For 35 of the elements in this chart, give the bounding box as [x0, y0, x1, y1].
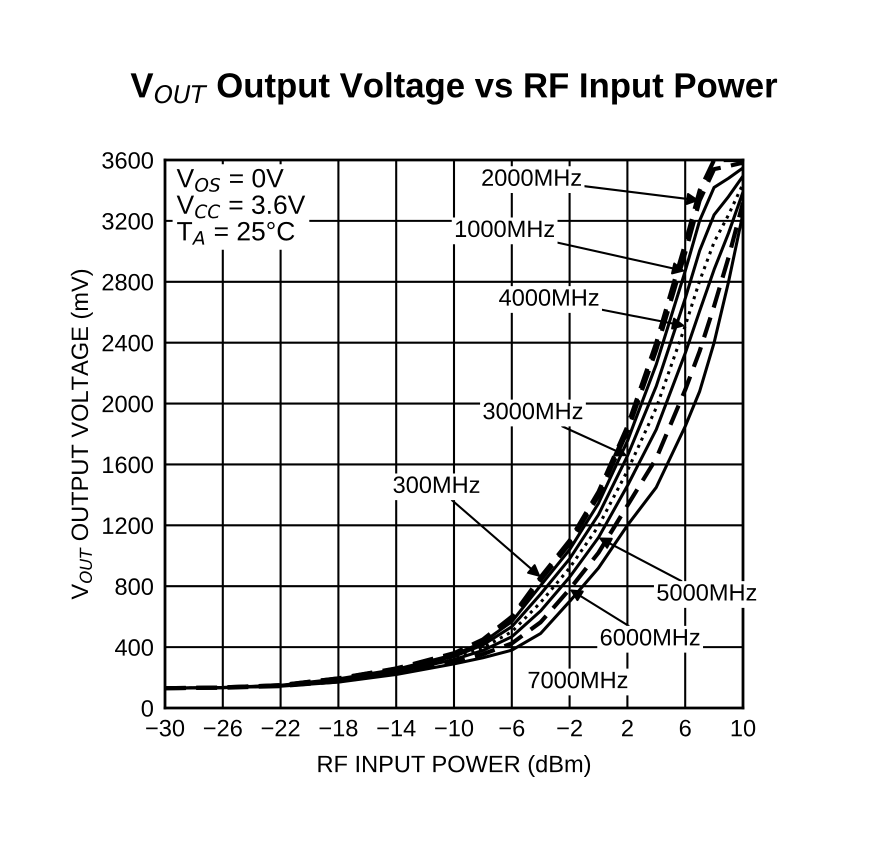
- y-tick-label: 3200: [102, 212, 153, 230]
- annotation: 7000MHz: [528, 672, 628, 688]
- annotation: 1000MHz: [456, 220, 554, 238]
- annotation: V$_{OS}$ = 0V: [176, 168, 284, 192]
- x-tick-label: 2: [622, 720, 633, 736]
- x-tick-label: −26: [204, 720, 242, 736]
- x-axis-title: RF INPUT POWER (dBm): [318, 755, 590, 778]
- annotation: V$_{CC}$ = 3.6V: [176, 195, 306, 218]
- x-tick-label: −2: [557, 720, 582, 736]
- y-tick-label: 2800: [102, 274, 153, 291]
- y-axis-title: V$_{OUT}$ OUTPUT VOLTAGE (mV): [70, 270, 93, 600]
- x-tick-label: 10: [732, 720, 756, 736]
- x-tick-label: −18: [320, 720, 358, 736]
- annotation: 4000MHz: [499, 289, 598, 306]
- x-tick-label: −6: [500, 720, 524, 736]
- annotation: 2000MHz: [482, 169, 581, 186]
- annotation: 5000MHz: [657, 584, 756, 601]
- annotation: 6000MHz: [600, 628, 700, 646]
- y-tick-label: 0: [142, 700, 153, 717]
- x-tick-label: −14: [377, 720, 416, 736]
- y-tick-label: 1600: [103, 456, 153, 474]
- x-tick-label: −30: [146, 720, 184, 736]
- x-tick-label: −22: [262, 720, 300, 736]
- y-tick-label: 2400: [102, 334, 153, 352]
- y-tick-label: 800: [116, 578, 153, 596]
- chart-title: V$_{OUT}$ Output Voltage vs RF Input Power: [130, 72, 778, 105]
- annotation: T$_{A}$ = 25°C: [177, 222, 294, 245]
- y-tick-label: 2000: [102, 396, 153, 412]
- y-tick-label: 1200: [103, 517, 153, 534]
- annotation: 300MHz: [393, 476, 480, 494]
- y-tick-label: 400: [115, 639, 153, 656]
- x-tick-label: 6: [680, 720, 691, 736]
- annotation: 3000MHz: [483, 402, 582, 420]
- y-tick-label: 3600: [102, 152, 153, 169]
- x-tick-label: −10: [435, 720, 474, 736]
